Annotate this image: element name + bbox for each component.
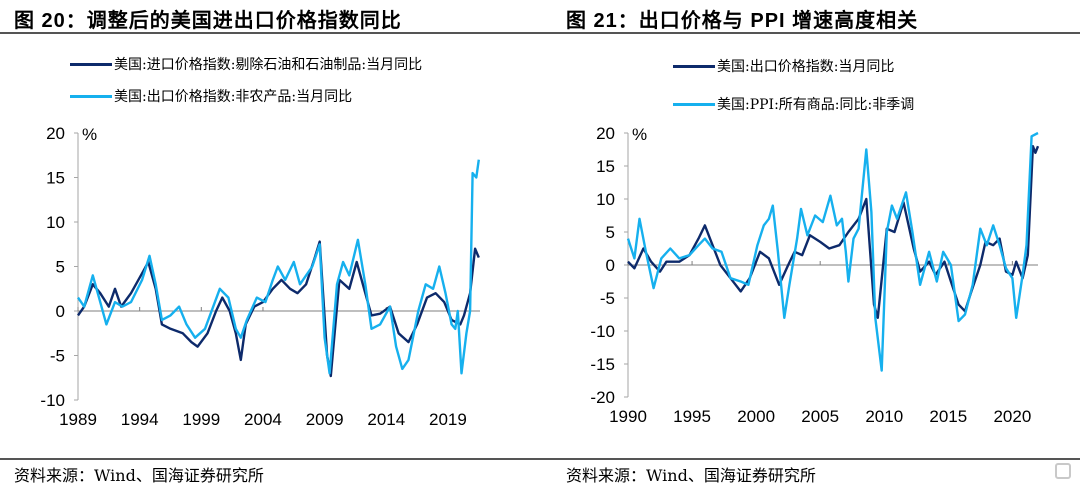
source-note: 资料来源：Wind、国海证券研究所 — [566, 466, 816, 485]
watermark-icon — [1055, 463, 1071, 479]
y-tick-label: 20 — [596, 124, 615, 143]
y-tick-label: -20 — [590, 388, 615, 407]
x-tick-label: 1999 — [182, 410, 220, 429]
legend-label: 美国:PPI:所有商品:同比:非季调 — [717, 97, 915, 113]
x-tick-label: 2015 — [929, 407, 967, 426]
legend-item-ppi: 美国:PPI:所有商品:同比:非季调 — [673, 94, 914, 114]
y-tick-label: 15 — [46, 169, 65, 188]
source-note: 资料来源：Wind、国海证券研究所 — [14, 466, 264, 485]
title-divider — [0, 32, 540, 34]
x-tick-label: 2014 — [367, 410, 405, 429]
figure-20-panel: 图 20：调整后的美国进出口价格指数同比 美国:进口价格指数:剔除石油和石油制品… — [0, 10, 540, 485]
figure-21-panel: 图 21：出口价格与 PPI 增速高度相关 美国:出口价格指数:当月同比 美国:… — [530, 0, 1080, 486]
legend-item-export: 美国:出口价格指数:非农产品:当月同比 — [70, 86, 352, 106]
x-tick-label: 2010 — [865, 407, 903, 426]
y-tick-label: -15 — [590, 355, 615, 374]
y-tick-label: 20 — [46, 124, 65, 143]
footer-divider — [530, 458, 1080, 460]
title-divider — [530, 32, 1080, 34]
x-tick-label: 1989 — [59, 410, 97, 429]
x-tick-label: 1990 — [609, 407, 647, 426]
y-tick-label: 10 — [46, 213, 65, 232]
legend-label: 美国:出口价格指数:非农产品:当月同比 — [114, 89, 353, 105]
legend-label: 美国:出口价格指数:当月同比 — [717, 59, 895, 75]
legend-label: 美国:进口价格指数:剔除石油和石油制品:当月同比 — [114, 57, 423, 73]
y-tick-label: 0 — [606, 256, 615, 275]
x-tick-label: 2000 — [737, 407, 775, 426]
y-tick-label: 5 — [606, 223, 615, 242]
y-axis-unit: % — [632, 125, 647, 144]
y-tick-label: 0 — [56, 302, 65, 321]
y-tick-label: 10 — [596, 190, 615, 209]
legend-item-import: 美国:进口价格指数:剔除石油和石油制品:当月同比 — [70, 54, 422, 74]
watermark-logo — [1055, 460, 1074, 481]
series-line-dark — [627, 144, 1040, 319]
x-tick-label: 2020 — [993, 407, 1031, 426]
x-tick-label: 1994 — [121, 410, 159, 429]
series-line-light — [77, 159, 480, 375]
figure-title: 图 20：调整后的美国进出口价格指数同比 — [14, 10, 402, 32]
x-tick-label: 2004 — [244, 410, 282, 429]
y-axis-unit: % — [82, 125, 97, 144]
figure-title: 图 21：出口价格与 PPI 增速高度相关 — [566, 10, 919, 32]
x-tick-label: 1995 — [673, 407, 711, 426]
legend-swatch-dark — [70, 62, 112, 66]
y-tick-label: -10 — [590, 322, 615, 341]
x-tick-label: 2019 — [429, 410, 467, 429]
legend-swatch-dark — [673, 64, 715, 68]
y-tick-label: -5 — [600, 289, 615, 308]
series-line-light — [626, 131, 1039, 372]
y-tick-label: -10 — [40, 391, 65, 410]
chart-20-plot: 20 15 10 5 0 -5 -10% 1989 1994 1999 2004 2009 2014 20… — [40, 124, 480, 429]
legend-swatch-light — [673, 102, 715, 106]
legend-swatch-light — [70, 94, 112, 98]
x-tick-label: 2009 — [306, 410, 344, 429]
y-tick-label: 15 — [596, 157, 615, 176]
x-tick-label: 2005 — [801, 407, 839, 426]
footer-divider — [0, 458, 540, 460]
y-tick-label: 5 — [56, 258, 65, 277]
legend-item-export-price: 美国:出口价格指数:当月同比 — [673, 56, 894, 76]
y-tick-label: -5 — [50, 347, 65, 366]
